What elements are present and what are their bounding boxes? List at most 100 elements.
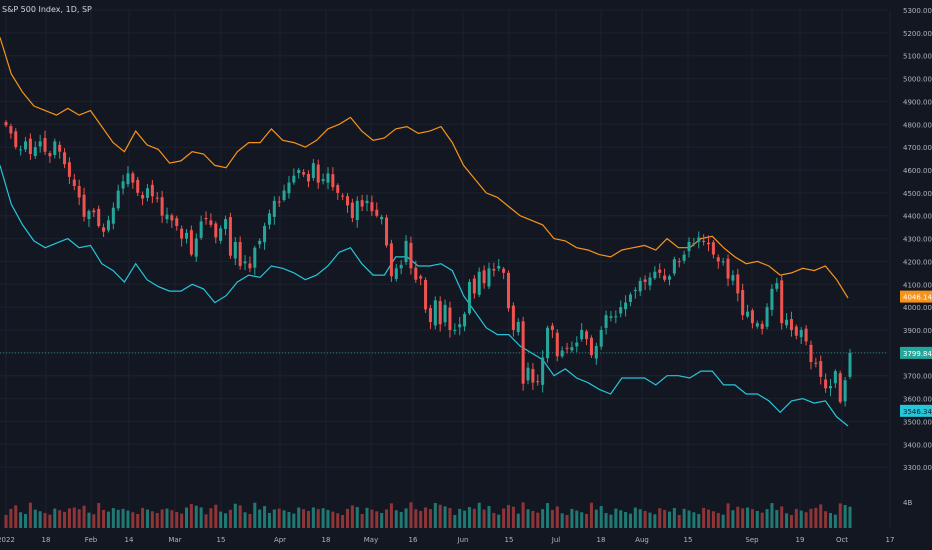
volume-bar	[653, 514, 657, 528]
candle-body	[126, 173, 130, 185]
volume-bar	[780, 506, 784, 528]
candle-body	[219, 228, 223, 241]
volume-bar	[258, 509, 262, 528]
candle-body	[799, 330, 803, 338]
volume-bar	[614, 508, 618, 528]
x-tick-label: 18	[322, 536, 331, 544]
candle-body	[263, 226, 267, 243]
volume-bar	[233, 503, 237, 528]
volume-bar	[360, 513, 364, 528]
y-tick-label: 4200.00	[903, 258, 932, 266]
candle-body	[24, 141, 28, 150]
candle-body	[755, 323, 759, 327]
candle-body	[633, 290, 637, 292]
volume-bar	[219, 511, 223, 528]
candle-body	[92, 210, 96, 213]
candle-body	[287, 182, 291, 194]
volume-bar	[9, 508, 13, 528]
candle-body	[575, 342, 579, 347]
volume-bar	[316, 509, 320, 528]
volume-bar	[19, 512, 23, 528]
candle-body	[214, 223, 218, 238]
candle-body	[716, 257, 720, 262]
volume-bar	[828, 512, 832, 528]
candle-body	[692, 243, 696, 245]
volume-bar	[438, 504, 442, 528]
volume-bar	[292, 513, 296, 528]
volume-bar	[67, 508, 71, 528]
upper-band-price-label-bg	[900, 290, 932, 303]
candle-body	[804, 328, 808, 342]
volume-bar	[48, 514, 52, 528]
candle-body	[502, 268, 506, 273]
volume-bar	[536, 512, 540, 528]
candle-body	[102, 227, 106, 232]
volume-bar	[204, 514, 208, 528]
volume-bar	[658, 508, 662, 528]
y-tick-label: 5200.00	[903, 30, 932, 38]
volume-bar	[106, 511, 110, 528]
volume-bar	[287, 511, 291, 528]
candle-body	[833, 371, 837, 384]
volume-bar	[272, 509, 276, 528]
candle-body	[594, 346, 598, 359]
x-tick-label: Oct	[836, 536, 848, 544]
y-tick-label: 4700.00	[903, 144, 932, 152]
volume-bar	[814, 507, 818, 528]
volume-bar	[555, 506, 559, 528]
y-tick-label: 4100.00	[903, 281, 932, 289]
volume-bar	[228, 509, 232, 528]
volume-bar	[604, 512, 608, 528]
candle-body	[711, 242, 715, 255]
candle-body	[672, 259, 676, 274]
volume-bar	[765, 509, 769, 528]
volume-bar	[458, 508, 462, 528]
volume-bar	[453, 515, 457, 528]
candle-body	[628, 294, 632, 302]
y-tick-label: 3300.00	[903, 464, 932, 472]
x-tick-label: 19	[796, 536, 805, 544]
volume-bar	[428, 509, 432, 528]
candle-body	[243, 261, 247, 264]
candle-body	[180, 228, 184, 239]
chart-title: S&P 500 Index, 1D, SP	[2, 5, 92, 14]
candle-body	[648, 277, 652, 286]
candle-body	[643, 279, 647, 282]
candle-body	[619, 307, 623, 314]
volume-bar	[102, 509, 106, 528]
volume-bar	[136, 513, 140, 528]
candle-body	[541, 357, 545, 385]
candle-body	[238, 242, 242, 266]
volume-bar	[677, 515, 681, 528]
candle-body	[165, 214, 169, 220]
volume-bar	[541, 509, 545, 528]
volume-bar	[385, 509, 389, 528]
candle-body	[638, 280, 642, 292]
candle-body	[336, 185, 340, 193]
candle-body	[599, 330, 603, 347]
volume-bar	[355, 507, 359, 528]
candle-body	[14, 131, 18, 148]
volume-bar	[502, 508, 506, 528]
y-tick-label: 5300.00	[903, 7, 932, 15]
volume-bar	[594, 509, 598, 528]
candle-body	[331, 174, 335, 188]
volume-bar	[531, 510, 535, 528]
candle-body	[414, 267, 418, 280]
candle-body	[380, 216, 384, 220]
y-tick-label: 3500.00	[903, 418, 932, 426]
volume-bar	[472, 508, 476, 528]
candle-body	[789, 319, 793, 330]
candle-body	[106, 220, 110, 231]
volume-bar	[770, 503, 774, 528]
candle-body	[394, 268, 398, 280]
candle-body	[424, 279, 428, 310]
candle-body	[253, 247, 257, 268]
y-tick-label: 4500.00	[903, 190, 932, 198]
volume-bar	[306, 510, 310, 528]
volume-bar	[487, 506, 491, 528]
volume-bar	[24, 513, 28, 528]
candle-body	[838, 373, 842, 402]
